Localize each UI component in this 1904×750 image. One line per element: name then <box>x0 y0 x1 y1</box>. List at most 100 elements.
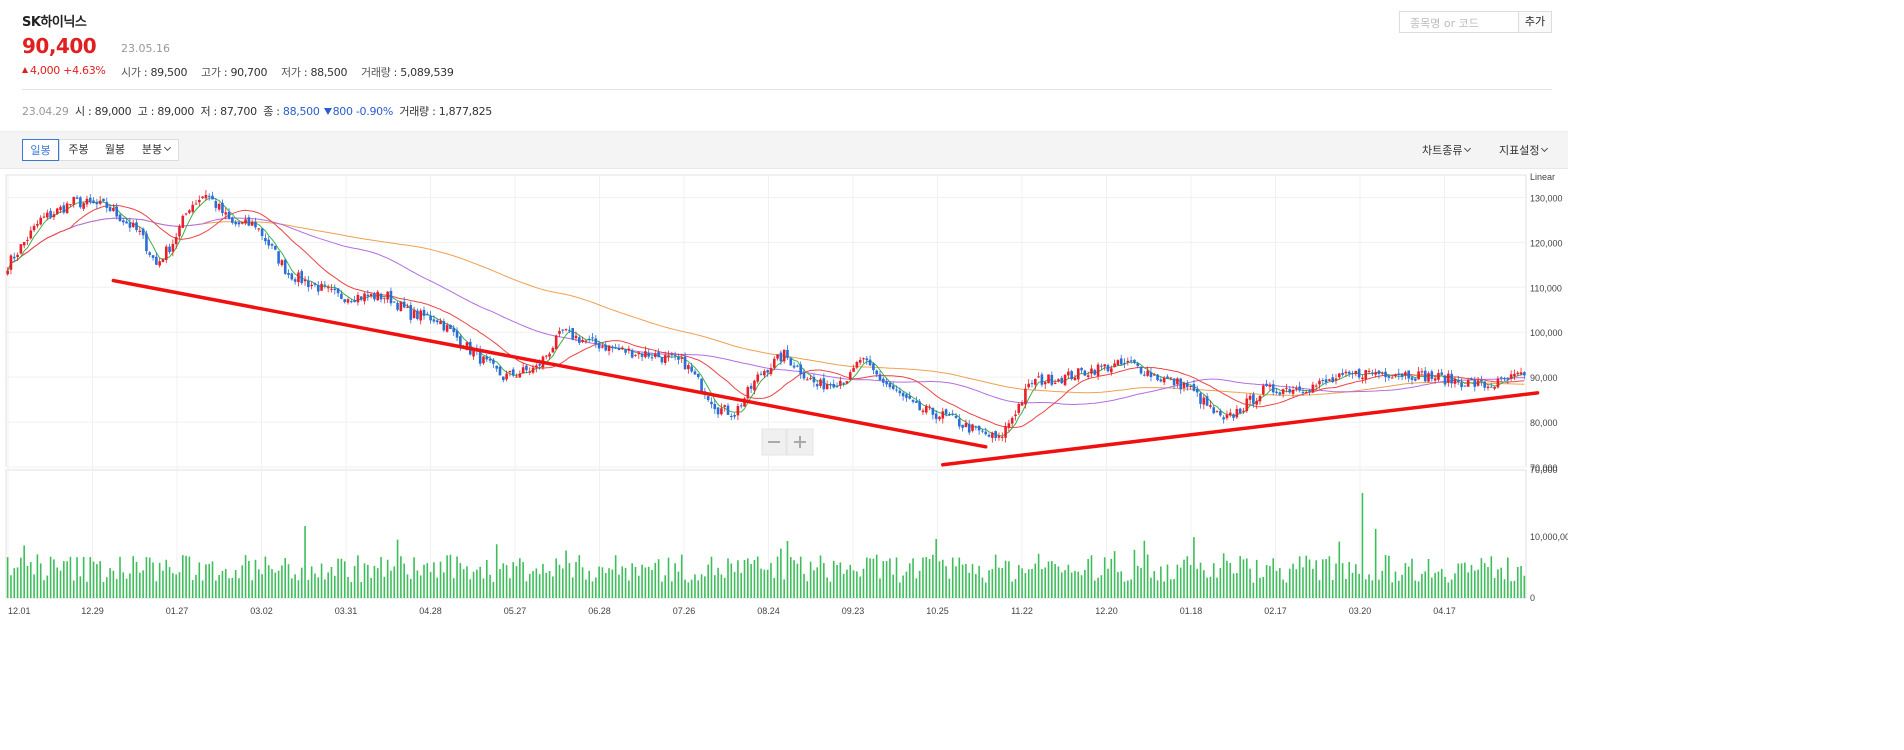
candle-body <box>274 245 277 250</box>
candle <box>1238 407 1242 415</box>
volume-bar <box>730 563 733 598</box>
candle-body <box>1344 371 1348 374</box>
candle-body <box>1113 363 1116 368</box>
volume-bar <box>1351 572 1354 598</box>
tab-minute[interactable]: 분봉 <box>134 139 178 161</box>
volume-bar <box>713 575 716 598</box>
candle-body <box>1523 372 1526 376</box>
candle <box>320 280 323 291</box>
volume-bar <box>747 558 749 598</box>
volume-bar <box>324 579 326 598</box>
candle <box>1377 369 1381 379</box>
candle <box>627 345 631 354</box>
volume-bar <box>895 557 898 598</box>
candle <box>1186 380 1189 391</box>
volume-bar <box>1041 569 1043 598</box>
volume-bar <box>604 572 607 598</box>
volume-tick-label: 70,000 <box>1530 465 1558 475</box>
gridlines <box>6 175 1526 598</box>
candle <box>858 357 862 366</box>
candle-body <box>402 301 406 308</box>
volume-bar <box>452 578 455 598</box>
volume-bar <box>961 564 964 598</box>
candle <box>178 224 181 240</box>
candle <box>194 199 198 205</box>
chart-type-button[interactable]: 차트종류 <box>1422 142 1472 158</box>
x-tick-label: 11.22 <box>1011 606 1033 616</box>
volume-bar <box>829 581 832 598</box>
indicator-settings-button[interactable]: 지표설정 <box>1499 142 1549 158</box>
price-change: 4,000 +4.63% <box>22 64 106 77</box>
candle <box>1466 378 1470 387</box>
volume-bar <box>885 561 888 598</box>
volume-bar <box>1249 568 1251 598</box>
candle-body <box>574 335 578 339</box>
stock-chart[interactable]: 130,000 120,000 110,000 100,000 90,000 80,000… <box>0 170 1568 617</box>
volume-bar <box>1490 556 1493 598</box>
volume-bar <box>1216 577 1218 598</box>
tab-daily[interactable]: 일봉 <box>22 139 59 161</box>
candle-body <box>885 381 888 385</box>
y-tick-label: 90,000 <box>1530 373 1558 383</box>
volume-bar <box>667 557 670 598</box>
candle-body <box>478 349 482 364</box>
candle-body <box>1364 370 1368 380</box>
candle-body <box>1067 371 1070 376</box>
candle <box>122 217 125 226</box>
candle-body <box>1404 372 1407 376</box>
volume-bar <box>370 577 372 598</box>
volume-bar <box>1394 571 1397 598</box>
candle-body <box>1430 371 1434 379</box>
candle <box>1420 368 1424 375</box>
candle <box>449 324 452 330</box>
candle <box>508 370 512 377</box>
volume-bar <box>1156 580 1159 598</box>
candle-body <box>594 338 598 345</box>
candle <box>29 226 33 240</box>
tab-weekly[interactable]: 주봉 <box>68 143 89 156</box>
candle-body <box>1063 374 1067 386</box>
candle-body <box>677 356 680 360</box>
volume-bar <box>1176 564 1179 598</box>
volume-bar <box>545 572 548 598</box>
volume-bar <box>753 560 756 598</box>
candle-body <box>449 324 452 329</box>
volume-bar <box>343 561 346 598</box>
tab-monthly[interactable]: 월봉 <box>104 143 126 156</box>
candle <box>815 379 819 390</box>
open-label: 시가 <box>121 66 141 79</box>
volume-bar <box>1477 569 1479 598</box>
volume-bar <box>13 568 16 598</box>
candle <box>587 335 591 343</box>
candle <box>1126 357 1130 366</box>
chevron-down-icon <box>1464 144 1472 153</box>
candle <box>432 315 436 324</box>
volume-bar <box>773 577 776 598</box>
volume-bar <box>419 575 422 598</box>
volume-bar <box>750 563 752 598</box>
candle-body <box>1073 377 1077 381</box>
hover-close-label: 종 <box>263 105 274 118</box>
volume-bar <box>76 557 78 598</box>
candle-body <box>630 350 634 358</box>
candle-body <box>832 383 836 388</box>
candle-body <box>419 310 422 321</box>
candle <box>568 325 571 334</box>
candle <box>1076 368 1080 383</box>
volume-bar <box>1239 556 1241 598</box>
candle <box>706 395 710 402</box>
search-input[interactable]: 종목명 or 코드 <box>1399 11 1519 33</box>
add-button[interactable]: 추가 <box>1518 11 1552 33</box>
candle-body <box>62 205 66 213</box>
zoom-controls[interactable] <box>761 428 814 456</box>
volume-bar <box>892 574 895 598</box>
candle <box>812 374 816 388</box>
high-label: 고가 <box>201 66 221 79</box>
volume-bar <box>1262 576 1265 598</box>
candle-body <box>1057 379 1060 382</box>
price-change-value: 4,000 +4.63% <box>30 64 106 77</box>
low-value: 88,500 <box>310 66 348 79</box>
candle <box>1030 380 1034 388</box>
volume-bar <box>337 558 339 598</box>
candle-body <box>356 294 360 303</box>
